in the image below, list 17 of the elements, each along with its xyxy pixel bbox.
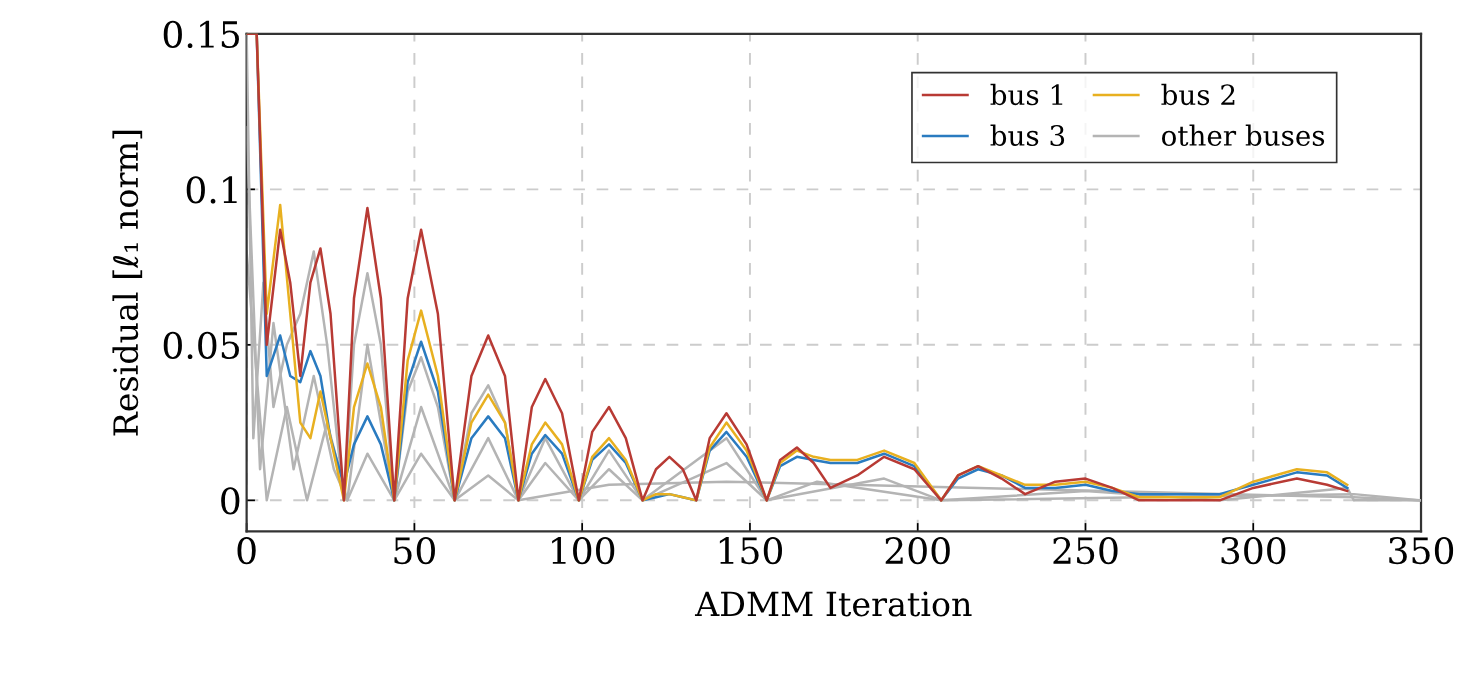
legend-label: bus 3 — [990, 124, 1065, 146]
x-tick-label: 50 — [394, 536, 435, 565]
y-axis-title: Residual [ℓ₁ norm] — [112, 130, 143, 436]
y-tick-label: 0 — [221, 487, 240, 515]
x-tick-label: 250 — [1053, 536, 1118, 565]
legend-label: bus 2 — [1161, 83, 1235, 106]
y-tick-label: 0.05 — [163, 331, 239, 360]
x-tick-label: 100 — [552, 536, 615, 565]
x-axis-title: ADMM Iteration — [694, 591, 972, 617]
y-tick-label: 0.1 — [186, 176, 237, 204]
legend-label: other buses — [1162, 124, 1325, 146]
x-tick-label: 300 — [1221, 536, 1286, 565]
x-tick-label: 150 — [719, 536, 782, 565]
x-tick-label: 200 — [885, 536, 950, 565]
x-tick-label: 350 — [1389, 536, 1454, 565]
legend-label: bus 1 — [990, 83, 1063, 106]
y-tick-label: 0.15 — [163, 20, 239, 49]
